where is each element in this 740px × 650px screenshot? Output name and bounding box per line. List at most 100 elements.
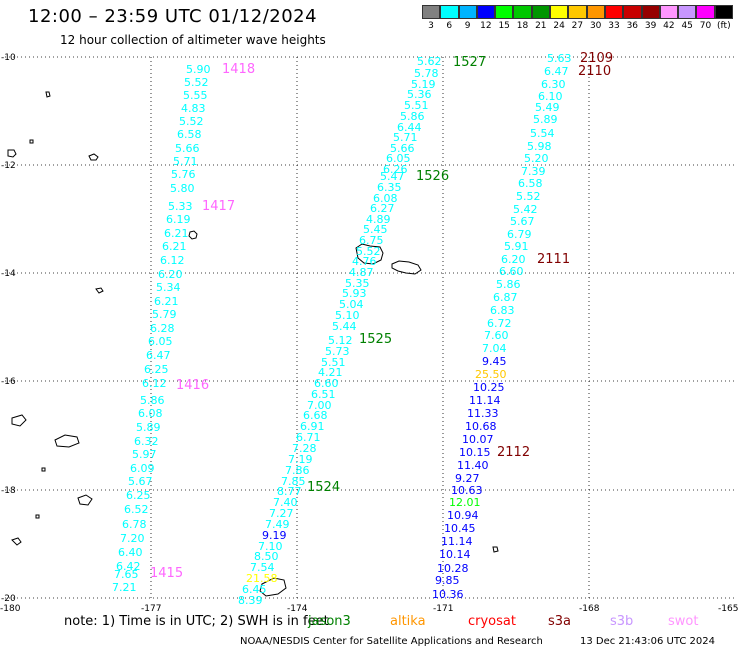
lon-tick-label: -180 <box>0 604 21 614</box>
wave-height-value: 7.21 <box>112 581 137 594</box>
track-label: 1418 <box>222 62 255 77</box>
legend-swatch <box>604 5 624 19</box>
wave-height-value: 6.83 <box>490 304 515 317</box>
wave-height-value: 5.36 <box>407 88 432 101</box>
track-label: 2112 <box>497 445 530 460</box>
map-title: 12:00 – 23:59 UTC 01/12/2024 <box>28 6 318 27</box>
wave-height-value: 7.54 <box>250 561 275 574</box>
wave-height-value: 5.80 <box>170 182 195 195</box>
track-labels: 1418 1417 1416 1415 1527 1526 1525 1524 21092110… <box>150 51 613 581</box>
wave-height-value: 6.09 <box>130 462 155 475</box>
map-grid <box>5 56 735 599</box>
wave-height-value: 6.44 <box>397 121 422 134</box>
wave-height-value: 10.94 <box>447 509 479 522</box>
wave-height-value: 5.67 <box>128 475 153 488</box>
wave-height-value: 8.77 <box>277 485 302 498</box>
lon-tick-label: -168 <box>579 604 600 614</box>
wave-height-value: 6.05 <box>386 152 411 165</box>
island <box>391 260 422 275</box>
wave-height-value: 7.40 <box>273 496 298 509</box>
track-label: 1524 <box>307 480 340 495</box>
legend-label: 21 <box>535 21 547 31</box>
legend-swatch <box>495 5 514 19</box>
island <box>355 243 384 265</box>
island <box>11 537 22 546</box>
observations: 5.905.525.554.835.526.585.665.715.765.80… <box>112 52 572 607</box>
wave-height-value: 5.54 <box>530 127 555 140</box>
generated-timestamp: 13 Dec 21:43:06 UTC 2024 <box>580 636 715 647</box>
legend-label: (ft) <box>717 21 731 31</box>
wave-height-value: 10.07 <box>462 433 494 446</box>
wave-height-value: 6.51 <box>311 388 336 401</box>
wave-height-value: 6.25 <box>144 363 169 376</box>
legend-label: 24 <box>553 21 565 31</box>
lat-tick-label: -12 <box>1 161 16 171</box>
footer-note: note: 1) Time is in UTC; 2) SWH is in fe… <box>64 614 329 629</box>
lat-tick-label: -20 <box>1 594 16 604</box>
wave-height-value: 5.62 <box>417 55 442 68</box>
wave-height-value: 12.01 <box>449 496 481 509</box>
legend-label: 45 <box>681 21 693 31</box>
wave-height-value: 5.91 <box>504 240 529 253</box>
wave-height-value: 5.67 <box>510 215 535 228</box>
island <box>259 577 287 597</box>
legend-label: 12 <box>480 21 492 31</box>
island <box>188 230 198 240</box>
wave-height-value: 6.87 <box>493 291 518 304</box>
wave-height-value: 7.00 <box>307 399 332 412</box>
wave-height-value: 6.12 <box>142 377 167 390</box>
wave-height-value: 5.86 <box>400 110 425 123</box>
wave-height-value: 5.44 <box>332 320 357 333</box>
wave-height-value: 5.98 <box>527 140 552 153</box>
lon-tick-label: -177 <box>141 604 161 614</box>
wave-height-value: 6.42 <box>116 560 141 573</box>
track-label: 2110 <box>578 64 611 79</box>
track-label: 2109 <box>580 51 613 66</box>
satellite-name: s3a <box>548 614 572 629</box>
island <box>54 434 80 448</box>
legend-label: 18 <box>516 21 529 31</box>
legend-label: 42 <box>663 21 675 31</box>
wave-height-value: 7.28 <box>292 442 317 455</box>
legend-swatch <box>550 5 569 19</box>
legend-swatch <box>678 5 697 19</box>
wave-height-value: 7.10 <box>258 540 283 553</box>
wave-height-value: 6.21 <box>154 295 179 308</box>
wave-height-value: 6.47 <box>146 349 171 362</box>
wave-height-value: 9.19 <box>262 529 287 542</box>
lat-tick-label: -14 <box>1 269 16 279</box>
wave-height-value: 6.26 <box>383 163 408 176</box>
wave-height-value: 6.58 <box>518 177 543 190</box>
legend-label: 3 <box>428 21 434 31</box>
wave-height-value: 4.89 <box>366 213 391 226</box>
wave-height-value: 5.47 <box>380 170 405 183</box>
track-label: 1526 <box>416 169 449 184</box>
wave-height-value: 6.27 <box>370 202 395 215</box>
wave-height-value: 5.52 <box>184 76 209 89</box>
wave-height-value: 6.52 <box>124 503 149 516</box>
wave-height-value: 5.89 <box>533 113 558 126</box>
wave-height-value: 6.60 <box>499 265 524 278</box>
island <box>45 91 51 98</box>
satellite-name: cryosat <box>468 614 516 629</box>
wave-height-value: 6.58 <box>177 128 202 141</box>
wave-height-value: 8.50 <box>254 550 279 563</box>
wave-height-value: 21.58 <box>246 572 278 585</box>
island <box>29 139 34 144</box>
wave-height-value: 11.14 <box>441 535 473 548</box>
lon-tick-label: -165 <box>718 604 738 614</box>
lat-tick-label: -18 <box>1 486 16 496</box>
wave-height-value: 7.20 <box>120 532 145 545</box>
island <box>11 414 27 427</box>
wave-height-value: 5.52 <box>179 115 204 128</box>
wave-height-value: 5.34 <box>156 281 181 294</box>
island <box>95 287 104 294</box>
color-legend <box>422 5 734 19</box>
wave-height-value: 6.78 <box>122 518 147 531</box>
wave-height-value: 5.19 <box>411 78 436 91</box>
wave-height-value: 6.19 <box>166 213 191 226</box>
wave-height-value: 7.04 <box>482 342 507 355</box>
wave-height-value: 5.45 <box>363 223 388 236</box>
wave-height-value: 5.51 <box>404 99 429 112</box>
legend-swatch <box>476 5 496 19</box>
